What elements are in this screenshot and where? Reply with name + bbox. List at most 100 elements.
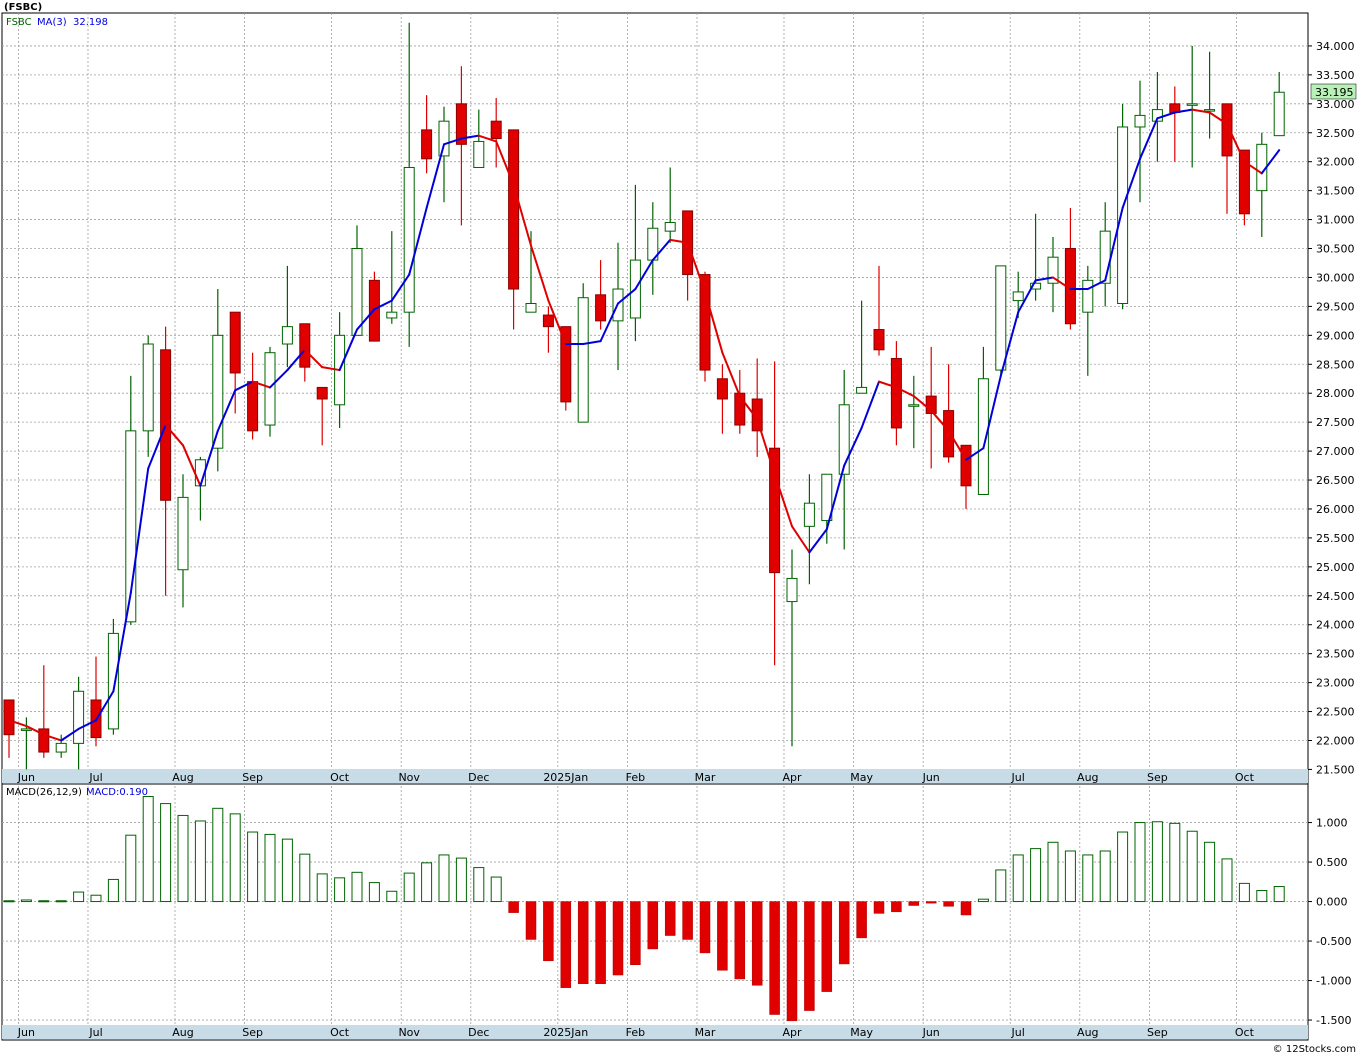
- macd-bar: [804, 901, 815, 1011]
- macd-bar: [368, 882, 380, 903]
- macd-bar: [38, 900, 50, 903]
- candle-body: [438, 120, 450, 157]
- price-y-tick-label: 27.000: [1316, 445, 1355, 458]
- ma3-line: [8, 108, 1281, 742]
- candle-body: [107, 632, 119, 730]
- candle-body: [977, 378, 989, 496]
- macd-y-tick-label: -1.000: [1316, 975, 1351, 988]
- candle-body: [1030, 282, 1042, 290]
- candle-body: [1134, 114, 1146, 128]
- ma3-segment: [547, 299, 567, 346]
- ma3-segment: [373, 299, 393, 311]
- candle-body: [1238, 149, 1250, 215]
- candle-body: [281, 326, 293, 345]
- macd-month-label: Dec: [468, 1026, 489, 1039]
- macd-value-label: MACD:0.190: [86, 787, 148, 798]
- ma3-segment: [443, 137, 463, 146]
- ma3-segment: [1086, 279, 1107, 291]
- candle-body: [177, 496, 189, 571]
- price-grid: [2, 13, 1308, 770]
- ma3-segment: [999, 311, 1020, 377]
- last-price-tag-box: [1310, 83, 1357, 100]
- macd-bar: [455, 857, 467, 903]
- macd-month-label: Nov: [398, 1026, 420, 1039]
- ma3-segment: [773, 473, 793, 528]
- price-month-label: Oct: [1235, 771, 1255, 784]
- candle-body: [264, 352, 276, 426]
- macd-bar: [20, 899, 32, 903]
- ma3-segment: [8, 719, 28, 728]
- price-y-tick-label: 29.000: [1316, 329, 1355, 342]
- macd-y-tick-label: 0.000: [1316, 896, 1348, 909]
- candle-body: [960, 444, 972, 487]
- ma3-segment: [512, 183, 532, 247]
- ma3-segment: [825, 464, 846, 531]
- macd-bar: [508, 901, 519, 913]
- price-month-label: Jul: [1011, 771, 1025, 784]
- ma3-segment: [582, 340, 602, 346]
- price-y-tick-label: 25.000: [1316, 561, 1355, 574]
- ma3-segment: [860, 380, 880, 429]
- candle-body: [1151, 109, 1163, 122]
- ma3-segment: [269, 369, 289, 389]
- ma3-segment: [947, 429, 967, 461]
- macd-month-label: Jul: [88, 1026, 102, 1039]
- macd-bar: [438, 854, 450, 903]
- candle-body: [1273, 91, 1285, 137]
- ma3-segment: [182, 444, 202, 487]
- ma3-segment: [495, 140, 515, 186]
- price-month-band: [2, 769, 1308, 783]
- macd-histogram: [3, 795, 1285, 1022]
- ma3-segment: [77, 719, 97, 730]
- price-panel: Jun Jul Aug Sep Oct Nov Dec 2025Jan Feb Mar Apr May…: [1, 12, 1357, 785]
- price-month-label: Sep: [1147, 771, 1168, 784]
- ma3-segment: [25, 725, 45, 736]
- macd-bar: [1064, 850, 1076, 903]
- macd-bar: [3, 900, 15, 903]
- candle-body: [73, 690, 85, 744]
- macd-month-label: Jun: [922, 1026, 940, 1039]
- ma3-segment: [895, 386, 915, 398]
- ma3-segment: [338, 328, 358, 372]
- ma3-segment: [1243, 160, 1263, 175]
- macd-bar: [1256, 889, 1268, 903]
- macd-bar: [1238, 882, 1250, 903]
- price-y-tick-label: 34.000: [1316, 40, 1355, 53]
- macd-bar: [334, 877, 346, 903]
- macd-bar: [247, 831, 259, 903]
- candle-body: [664, 221, 676, 232]
- candle-body: [351, 248, 363, 336]
- price-month-label: Jun: [17, 771, 35, 784]
- candle-body: [821, 473, 833, 522]
- macd-bar: [473, 867, 485, 903]
- price-y-tick-label: 25.500: [1316, 532, 1355, 545]
- ma3-segment: [617, 288, 637, 305]
- macd-bar: [943, 901, 954, 907]
- price-y-tick-label: 27.500: [1316, 416, 1355, 429]
- macd-bar: [821, 901, 833, 992]
- ma3-segment: [982, 374, 1002, 450]
- macd-y-axis: -1.500 -1.000 -0.500 0.000 0.500 1.000: [1308, 817, 1351, 1027]
- price-month-label: Dec: [468, 771, 489, 784]
- candle-body: [3, 699, 15, 736]
- candle-body: [1221, 103, 1233, 157]
- ma3-segment: [599, 302, 619, 343]
- candle-body: [542, 314, 554, 328]
- candle-body: [212, 334, 224, 449]
- ma3-segment: [930, 409, 950, 432]
- legend-ma-value: 32.198: [73, 17, 108, 28]
- ma3-segment: [756, 418, 776, 476]
- candle-body: [142, 343, 154, 432]
- price-month-label: Nov: [398, 771, 420, 784]
- macd-bar: [925, 901, 937, 904]
- price-y-tick-label: 28.000: [1316, 387, 1355, 400]
- macd-y-tick-label: -0.500: [1316, 935, 1351, 948]
- ma3-segment: [912, 395, 933, 412]
- candle-body: [1012, 291, 1024, 302]
- macd-bar: [873, 901, 885, 914]
- price-y-tick-label: 33.000: [1316, 98, 1355, 111]
- macd-bar: [55, 900, 67, 903]
- macd-bar: [160, 803, 172, 903]
- price-y-tick-label: 31.500: [1316, 185, 1355, 198]
